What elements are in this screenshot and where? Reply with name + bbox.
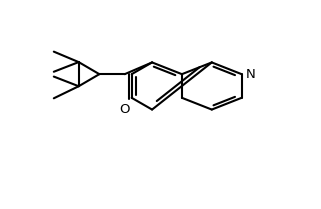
Text: N: N xyxy=(246,68,256,81)
Text: O: O xyxy=(119,103,130,116)
